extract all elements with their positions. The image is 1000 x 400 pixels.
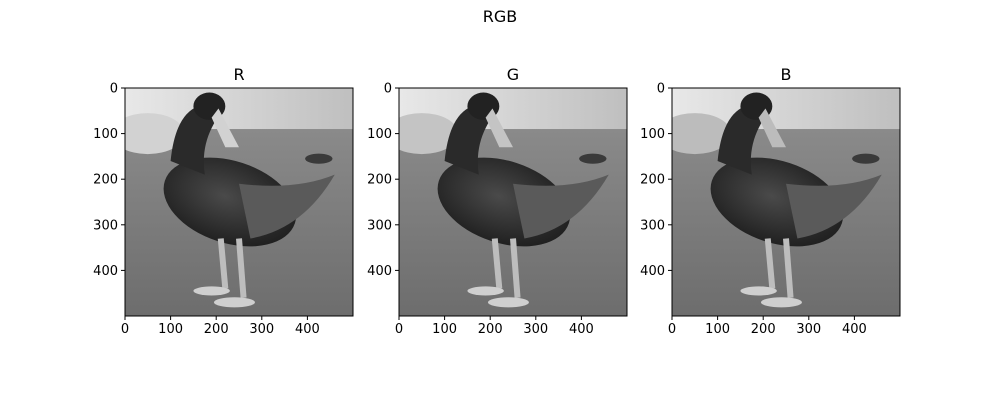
duck-wing <box>239 174 335 239</box>
duck-leg-left <box>764 238 776 289</box>
duck-foot-left <box>193 286 230 296</box>
subplot-g: G 0 100 200 300 400 0 100 200 300 400 <box>367 65 628 337</box>
y-tick-label: 400 <box>93 264 118 279</box>
duck-wing <box>513 174 609 239</box>
hand-shape <box>672 113 732 155</box>
channel-image <box>672 88 900 316</box>
hand-shape <box>399 113 459 155</box>
y-tick-label: 100 <box>367 127 392 142</box>
x-tick-label: 0 <box>121 322 129 337</box>
x-tick-label: 200 <box>204 322 229 337</box>
x-tick-label: 400 <box>295 322 320 337</box>
hand-shape <box>125 113 185 155</box>
y-tick-label: 400 <box>640 264 665 279</box>
duck-leg-left <box>491 238 503 289</box>
x-tick-label: 100 <box>158 322 183 337</box>
subplot-title: R <box>233 65 244 84</box>
x-tick-label: 200 <box>751 322 776 337</box>
y-tick-label: 0 <box>657 82 665 97</box>
axes-frame <box>671 87 901 317</box>
y-tick-label: 200 <box>640 173 665 188</box>
x-tick-label: 200 <box>478 322 503 337</box>
x-tick-label: 0 <box>395 322 403 337</box>
duck-neck <box>170 106 217 175</box>
duck-neck <box>444 106 491 175</box>
x-tick-label: 0 <box>668 322 676 337</box>
y-tick-label: 200 <box>367 173 392 188</box>
x-tick-label: 400 <box>842 322 867 337</box>
duck-leg-right <box>236 238 247 298</box>
duck-leg-right <box>783 238 794 298</box>
duck-bill <box>211 108 239 148</box>
y-tick-label: 100 <box>93 127 118 142</box>
duck-foot-right <box>213 297 255 308</box>
y-tick-label: 300 <box>367 218 392 233</box>
duck-foot-right <box>487 297 529 308</box>
x-tick-label: 100 <box>705 322 730 337</box>
figure-title: RGB <box>483 7 518 26</box>
duck-foot-left <box>740 286 777 296</box>
duck-neck <box>717 106 764 175</box>
axes-frame <box>124 87 354 317</box>
channel-image <box>399 88 627 316</box>
x-tick-label: 100 <box>432 322 457 337</box>
duck-leg-left <box>217 238 229 289</box>
y-tick-label: 400 <box>367 264 392 279</box>
y-tick-label: 0 <box>110 82 118 97</box>
y-tick-label: 300 <box>640 218 665 233</box>
y-tick-label: 0 <box>384 82 392 97</box>
x-tick-label: 400 <box>569 322 594 337</box>
channel-image <box>125 88 353 316</box>
x-tick-label: 300 <box>249 322 274 337</box>
floor-object <box>579 153 607 164</box>
y-tick-label: 200 <box>93 173 118 188</box>
floor-object <box>852 153 880 164</box>
x-tick-label: 300 <box>523 322 548 337</box>
subplot-title: G <box>507 65 519 84</box>
axes-frame <box>398 87 628 317</box>
duck-foot-left <box>467 286 504 296</box>
y-tick-label: 100 <box>640 127 665 142</box>
y-tick-label: 300 <box>93 218 118 233</box>
subplot-r: R 0 100 200 300 400 0 100 200 300 400 <box>93 65 354 337</box>
subplot-title: B <box>781 65 792 84</box>
subplot-b: B 0 100 200 300 400 0 100 200 300 400 <box>640 65 901 337</box>
duck-bill <box>758 108 786 148</box>
duck-foot-right <box>760 297 802 308</box>
duck-bill <box>485 108 513 148</box>
floor-object <box>305 153 333 164</box>
duck-wing <box>786 174 882 239</box>
duck-leg-right <box>510 238 521 298</box>
x-tick-label: 300 <box>796 322 821 337</box>
